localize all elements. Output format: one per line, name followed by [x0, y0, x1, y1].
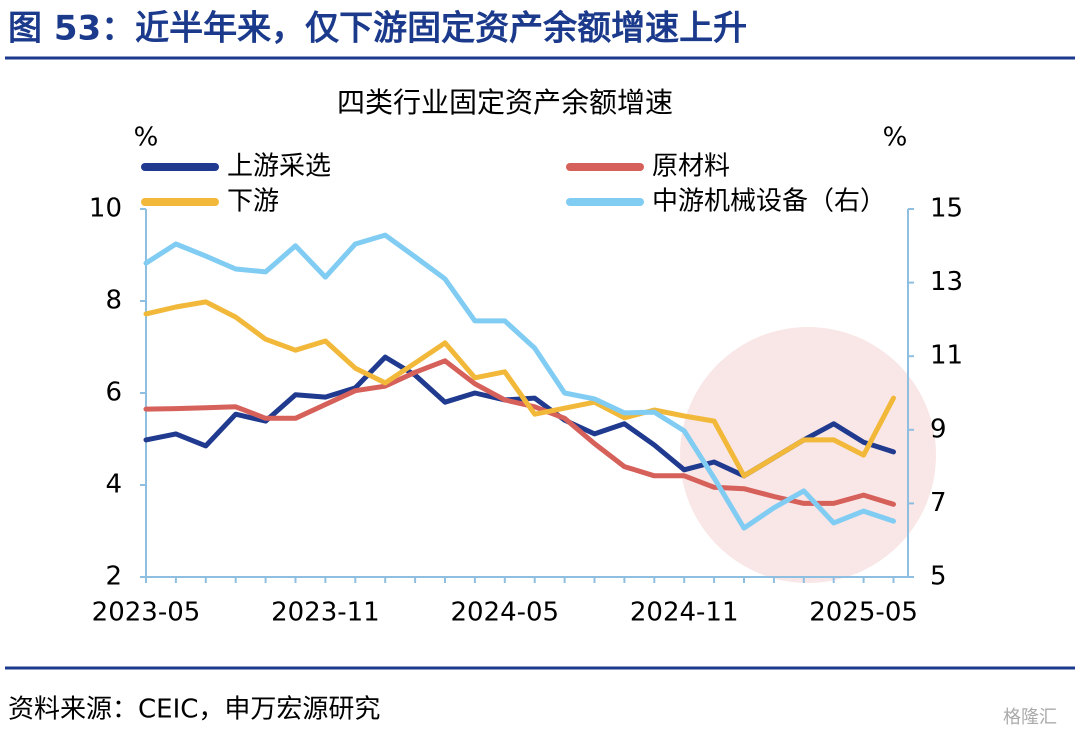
chart-title: 四类行业固定资产余额增速: [337, 86, 673, 119]
x-tick-label: 2025-05: [809, 598, 918, 628]
y2-tick-label: 7: [930, 488, 947, 518]
watermark: 格隆汇: [1003, 707, 1057, 728]
y-tick-label: 2: [105, 562, 122, 592]
y2-tick-label: 15: [930, 194, 963, 224]
y-tick-label: 6: [105, 378, 122, 408]
y2-tick-label: 13: [930, 267, 963, 297]
y2-axis-unit: %: [883, 123, 908, 153]
y-tick-label: 10: [89, 194, 122, 224]
y2-tick-label: 5: [930, 562, 947, 592]
source: 资料来源：CEIC，申万宏源研究: [8, 695, 380, 725]
series-line: [143, 232, 896, 531]
y-tick-label: 8: [105, 286, 122, 316]
legend-label: 下游: [227, 187, 279, 217]
legend-label: 中游机械设备（右）: [652, 187, 886, 217]
x-tick-label: 2023-11: [271, 598, 380, 628]
x-tick-label: 2024-05: [450, 598, 559, 628]
x-tick-label: 2023-05: [92, 598, 201, 628]
series-line: [143, 358, 896, 507]
header: 图 53：近半年来，仅下游固定资产余额增速上升: [8, 9, 747, 49]
y-axis-unit: %: [134, 123, 159, 153]
y2-tick-label: 11: [930, 341, 963, 371]
legend-label: 原材料: [652, 152, 730, 182]
x-tick-label: 2024-11: [630, 598, 739, 628]
y-tick-label: 4: [105, 470, 122, 500]
legend-label: 上游采选: [227, 152, 331, 182]
highlight-circle: [680, 327, 936, 583]
series-line: [143, 299, 896, 479]
y2-tick-label: 9: [930, 414, 947, 444]
